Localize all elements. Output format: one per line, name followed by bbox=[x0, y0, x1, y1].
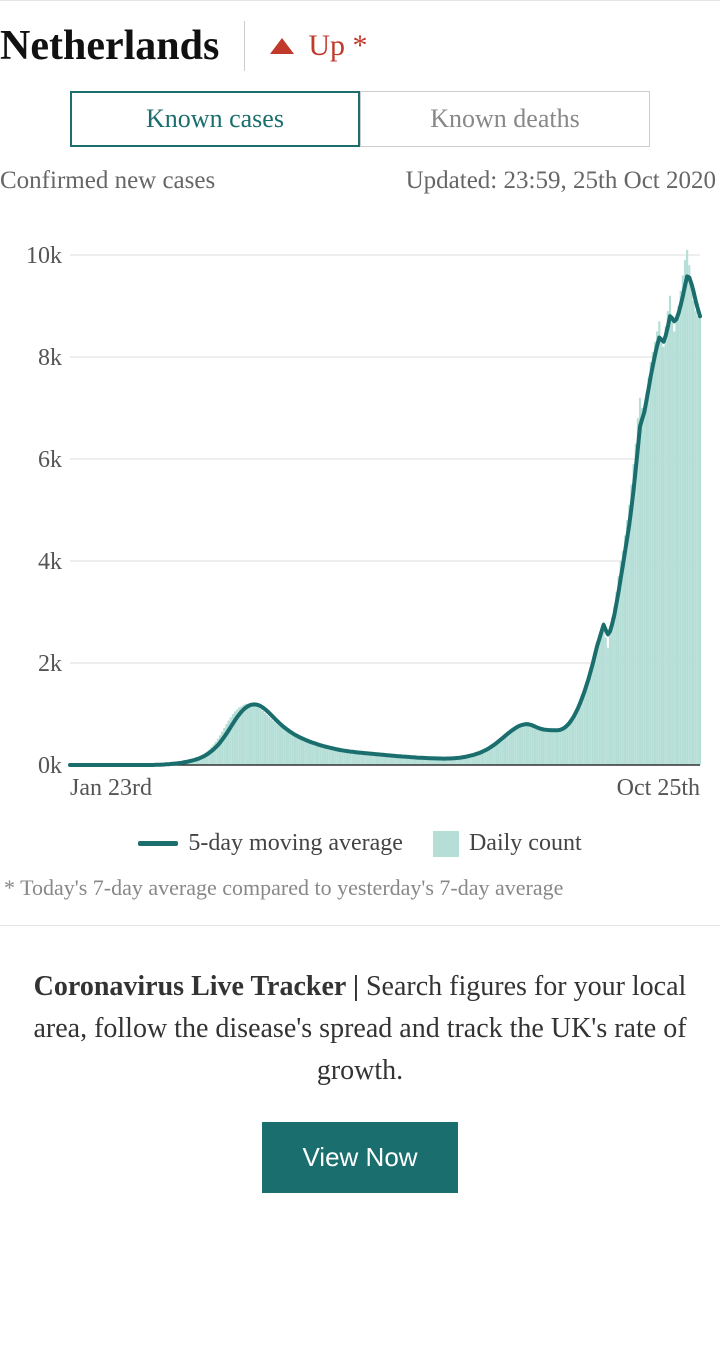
svg-text:10k: 10k bbox=[26, 245, 62, 269]
cta-block: Coronavirus Live Tracker | Search figure… bbox=[0, 925, 720, 1243]
tabs: Known cases Known deaths bbox=[0, 91, 720, 147]
subheader: Confirmed new cases Updated: 23:59, 25th… bbox=[0, 167, 720, 215]
tab-known-deaths[interactable]: Known deaths bbox=[360, 91, 650, 147]
trend-indicator: Up * bbox=[270, 29, 367, 63]
subhead-right: Updated: 23:59, 25th Oct 2020 bbox=[406, 167, 716, 195]
view-now-button[interactable]: View Now bbox=[262, 1122, 457, 1193]
footnote: * Today's 7-day average compared to yest… bbox=[0, 867, 720, 925]
svg-text:Jan 23rd: Jan 23rd bbox=[70, 775, 152, 801]
svg-text:8k: 8k bbox=[38, 345, 62, 371]
trend-label: Up * bbox=[308, 29, 367, 63]
cta-text: Coronavirus Live Tracker | Search figure… bbox=[30, 966, 690, 1092]
subhead-left: Confirmed new cases bbox=[0, 167, 215, 195]
chart: 0k 2k 4k 6k 8k 10k Jan 23rd Oct 25th bbox=[0, 215, 720, 810]
separator bbox=[244, 21, 245, 71]
svg-text:2k: 2k bbox=[38, 651, 62, 677]
legend-bar-label: Daily count bbox=[469, 830, 582, 857]
svg-text:6k: 6k bbox=[38, 447, 62, 473]
legend: 5-day moving average Daily count bbox=[0, 810, 720, 867]
cta-bold: Coronavirus Live Tracker | bbox=[34, 971, 366, 1002]
country-title: Netherlands bbox=[0, 22, 244, 70]
legend-line-item: 5-day moving average bbox=[138, 830, 403, 857]
card: Netherlands Up * Known cases Known death… bbox=[0, 0, 720, 1243]
chart-svg: 0k 2k 4k 6k 8k 10k Jan 23rd Oct 25th bbox=[10, 245, 710, 805]
legend-bar-item: Daily count bbox=[433, 830, 582, 857]
legend-line-label: 5-day moving average bbox=[188, 830, 403, 857]
header-row: Netherlands Up * bbox=[0, 0, 720, 81]
up-arrow-icon bbox=[270, 38, 294, 54]
svg-text:Oct 25th: Oct 25th bbox=[617, 775, 700, 801]
legend-line-swatch bbox=[138, 841, 178, 846]
svg-text:4k: 4k bbox=[38, 549, 62, 575]
legend-bar-swatch bbox=[433, 831, 459, 857]
svg-text:0k: 0k bbox=[38, 753, 62, 779]
tab-known-cases[interactable]: Known cases bbox=[70, 91, 360, 147]
